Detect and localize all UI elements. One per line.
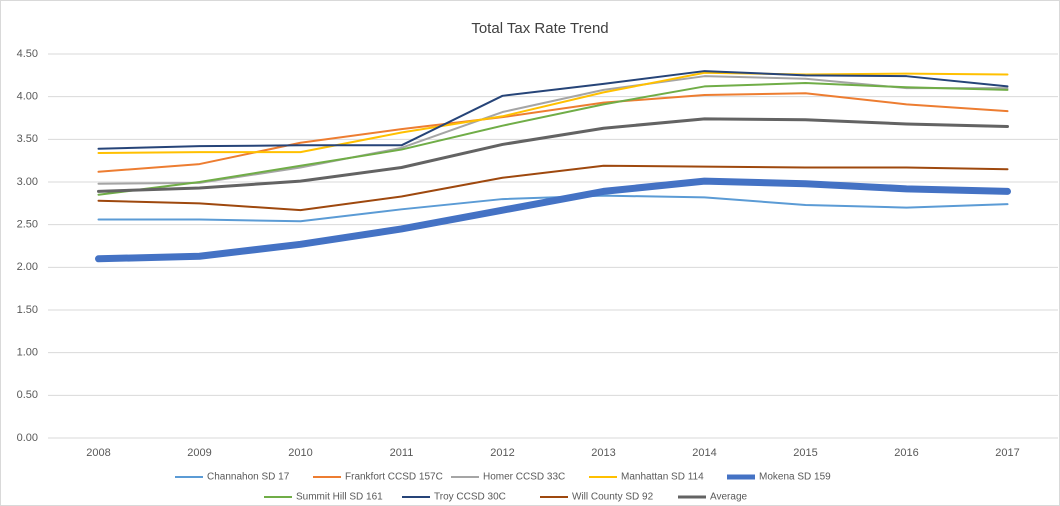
x-tick-label: 2014 [692,447,716,459]
x-tick-label: 2013 [591,447,615,459]
legend-label: Frankfort CCSD 157C [345,472,443,483]
legend-label: Homer CCSD 33C [483,472,565,483]
series-line [97,82,1009,196]
chart-title: Total Tax Rate Trend [471,20,608,37]
y-tick-label: 1.00 [17,347,38,359]
legend-label: Average [710,492,748,503]
legend-label: Channahon SD 17 [207,472,290,483]
x-tick-label: 2017 [995,447,1019,459]
series-line [97,75,1009,185]
y-tick-label: 4.00 [17,91,38,103]
legend-label: Mokena SD 159 [759,472,831,483]
legend-label: Manhattan SD 114 [621,472,704,483]
series-line [97,117,1009,193]
series-line [97,164,1009,212]
y-tick-label: 2.50 [17,219,38,231]
x-tick-label: 2012 [490,447,514,459]
y-tick-label: 3.00 [17,176,38,188]
x-tick-label: 2015 [793,447,817,459]
legend-label: Will County SD 92 [572,492,654,503]
series-line [97,70,1009,150]
y-tick-label: 3.50 [17,133,38,145]
legend-label: Summit Hill SD 161 [296,492,383,503]
y-tick-label: 1.50 [17,304,38,316]
x-tick-label: 2009 [187,447,211,459]
y-tick-label: 2.00 [17,261,38,273]
series-line [95,177,1011,263]
y-tick-label: 0.00 [17,432,38,444]
x-tick-label: 2010 [288,447,312,459]
x-tick-label: 2016 [894,447,918,459]
legend-label: Troy CCSD 30C [434,492,506,503]
series-line [97,92,1009,173]
x-tick-label: 2008 [86,447,110,459]
series-line [97,71,1009,154]
y-tick-label: 0.50 [17,389,38,401]
y-tick-label: 4.50 [17,48,38,60]
x-tick-label: 2011 [390,447,414,459]
